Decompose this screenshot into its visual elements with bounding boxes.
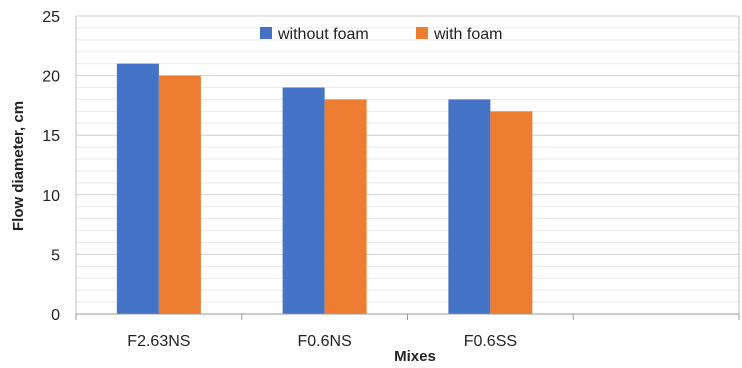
y-tick-label: 5	[51, 247, 60, 264]
bar-without-foam-F0.6NS	[282, 87, 325, 315]
bar-with-foam-F2.63NS	[158, 75, 201, 314]
bar-with-foam-F0.6SS	[490, 111, 533, 314]
y-tick-label: 20	[42, 69, 60, 86]
legend-label-without-foam: without foam	[277, 26, 369, 43]
y-tick-label: 0	[51, 307, 60, 324]
y-axis-title: Flow diameter, cm	[10, 101, 27, 231]
bar-without-foam-F0.6SS	[448, 99, 491, 314]
legend-swatch-without-foam	[260, 27, 272, 39]
bar-with-foam-F0.6NS	[324, 99, 367, 314]
legend: without foam with foam	[260, 26, 502, 43]
legend-label-with-foam: with foam	[433, 26, 502, 43]
x-axis-title: Mixes	[394, 348, 436, 365]
legend-swatch-with-foam	[416, 27, 428, 39]
labels-layer: 0 5 10 15 20 25 F2.63NS F0.6NS F0.6SS	[42, 9, 517, 350]
x-tick-label: F0.6SS	[464, 333, 517, 350]
y-tick-label: 10	[42, 188, 60, 205]
y-tick-label: 25	[42, 9, 60, 26]
axes-layer	[75, 16, 740, 320]
bar-without-foam-F2.63NS	[116, 63, 159, 315]
x-tick-label: F2.63NS	[127, 333, 190, 350]
bars-layer	[116, 63, 533, 315]
y-tick-label: 15	[42, 128, 60, 145]
x-tick-label: F0.6NS	[298, 333, 352, 350]
